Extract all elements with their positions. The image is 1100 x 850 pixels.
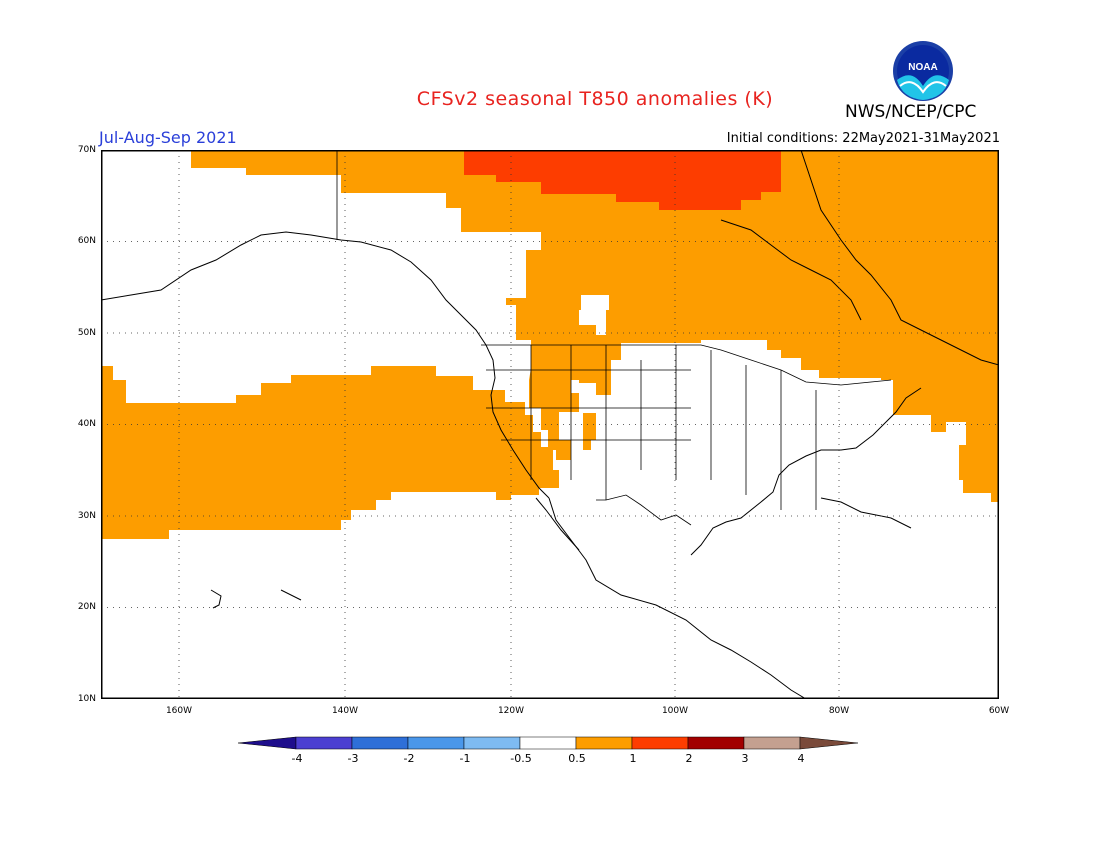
lon-label-100w: 100W	[661, 706, 689, 716]
colorbar-segment	[295, 736, 353, 750]
lat-label-40n: 40N	[77, 419, 96, 429]
colorbar-label: -1	[459, 752, 471, 765]
lat-label-20n: 20N	[77, 602, 96, 612]
initial-conditions-label: Initial conditions: 22May2021-31May2021	[726, 131, 1000, 146]
agency-label: NWS/NCEP/CPC	[845, 102, 977, 122]
anomaly-region-arctic-strong	[464, 150, 781, 210]
neutral-patch-northwest-pacific	[101, 150, 341, 270]
coastlines	[101, 150, 999, 699]
lon-label-60w: 60W	[988, 706, 1010, 716]
anomaly-map	[101, 150, 999, 699]
colorbar-segment	[575, 736, 633, 750]
colorbar-label: 3	[741, 752, 749, 765]
colorbar-label: 4	[797, 752, 805, 765]
lon-label-160w: 160W	[165, 706, 193, 716]
lat-label-30n: 30N	[77, 511, 96, 521]
colorbar	[238, 736, 859, 750]
colorbar-segment	[407, 736, 465, 750]
neutral-patch-canada-small	[579, 295, 609, 335]
neutral-patch-alaska	[341, 193, 531, 368]
colorbar-label: -2	[403, 752, 415, 765]
lon-label-80w: 80W	[828, 706, 850, 716]
colorbar-segment	[687, 736, 745, 750]
lon-label-140w: 140W	[331, 706, 359, 716]
lat-label-60n: 60N	[77, 236, 96, 246]
lon-label-120w: 120W	[497, 706, 525, 716]
colorbar-segment	[463, 736, 521, 750]
colorbar-label: 1	[629, 752, 637, 765]
colorbar-segment	[631, 736, 689, 750]
colorbar-arrow-high	[799, 736, 859, 750]
lat-label-70n: 70N	[77, 145, 96, 155]
colorbar-label: 2	[685, 752, 693, 765]
chart-title: CFSv2 seasonal T850 anomalies (K)	[416, 88, 774, 110]
logo-text: NOAA	[908, 62, 937, 73]
colorbar-label: -3	[347, 752, 359, 765]
colorbar-segment	[519, 736, 577, 750]
colorbar-segment	[743, 736, 801, 750]
lat-label-10n: 10N	[77, 694, 96, 704]
anomaly-region-canada-warm	[191, 150, 999, 502]
political-borders	[336, 150, 892, 526]
colorbar-segment	[351, 736, 409, 750]
map-frame	[101, 150, 999, 699]
colorbar-arrow-low	[238, 736, 297, 750]
anomaly-region-pacific-warm	[101, 366, 559, 539]
noaa-logo-icon: NOAA	[893, 41, 953, 101]
colorbar-label: -0.5	[510, 752, 532, 765]
lat-label-50n: 50N	[77, 328, 96, 338]
colorbar-label: -4	[291, 752, 303, 765]
season-label: Jul-Aug-Sep 2021	[99, 128, 237, 147]
colorbar-label: 0.5	[568, 752, 586, 765]
